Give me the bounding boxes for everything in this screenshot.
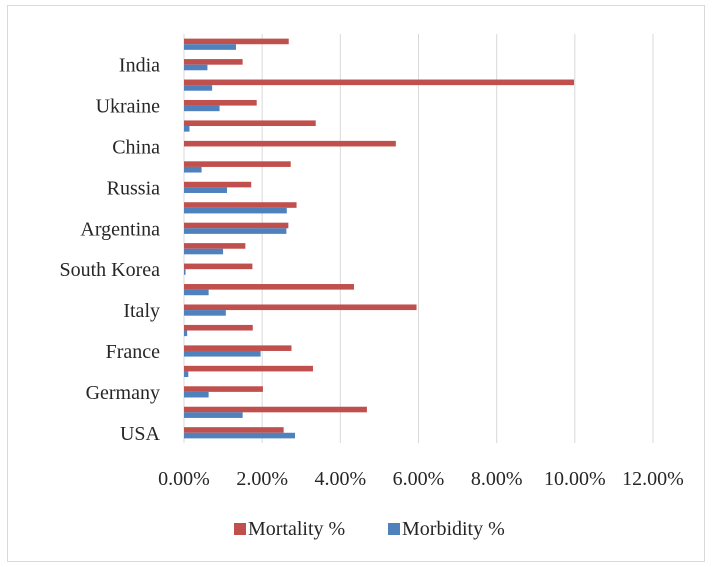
gridlines [183,34,654,443]
mortality-bar [184,324,253,331]
legend-label: Morbidity % [402,518,505,540]
mortality-bar [184,59,243,65]
mortality-bar [184,243,246,249]
mortality-bar [184,386,263,392]
morbidity-bar [184,269,186,275]
mortality-bar [184,284,355,290]
bars [184,38,575,439]
morbidity-bar [184,350,261,357]
category-label: Ukraine [96,96,161,118]
morbidity-bar [184,391,209,398]
morbidity-bar [184,310,226,316]
morbidity-bar [184,228,287,234]
category-label: Argentina [80,218,160,240]
x-tick-label: 12.00% [622,468,684,490]
legend-swatch [388,523,400,535]
category-label: China [112,136,160,158]
mortality-bar [184,161,291,167]
morbidity-bar [184,207,287,214]
x-tick-label: 4.00% [314,468,366,490]
morbidity-bar [184,85,213,91]
category-label: Russia [107,177,160,199]
x-tick-label: 2.00% [236,468,288,490]
mortality-bar [184,222,289,229]
x-tick-labels: 0.00% 2.00% 4.00% 6.00% 8.00% 10.00% 12.00% [158,468,684,490]
morbidity-bar [184,432,295,439]
morbidity-bar [184,44,236,50]
mortality-bar [184,38,289,45]
morbidity-bar [184,371,189,378]
mortality-bar [184,140,396,147]
mortality-bar [184,406,367,413]
x-tick-label: 6.00% [393,468,445,490]
legend: Mortality % Morbidity % [234,518,505,540]
category-label: France [106,341,161,363]
category-label: South Korea [59,259,160,281]
category-label: India [119,55,160,77]
chart-frame [7,5,705,562]
x-tick-label: 0.00% [158,468,210,490]
morbidity-bar [184,289,209,296]
morbidity-bar [184,105,220,112]
mortality-bar [184,181,252,188]
legend-label: Mortality % [248,518,345,540]
morbidity-bar [184,64,208,71]
mortality-bar [184,79,575,86]
mortality-bar [184,304,417,311]
mortality-bar [184,263,253,270]
category-label: Germany [86,382,160,404]
morbidity-bar [184,166,202,173]
x-tick-label: 8.00% [471,468,523,490]
mortality-bar [184,345,292,351]
mortality-bar [184,202,297,208]
mortality-bar [184,365,313,372]
morbidity-bar [184,412,243,418]
morbidity-bar [184,330,188,337]
morbidity-bar [184,126,190,132]
morbidity-bar [184,248,224,255]
morbidity-bar [184,187,227,193]
category-labels: USA Germany France Italy South Korea Argentin… [59,55,160,445]
category-label: USA [120,423,161,445]
mortality-bar [184,120,316,127]
mortality-bar [184,427,284,433]
legend-swatch [234,523,246,535]
mortality-bar [184,99,257,106]
category-label: Italy [123,300,160,322]
x-tick-label: 10.00% [544,468,606,490]
